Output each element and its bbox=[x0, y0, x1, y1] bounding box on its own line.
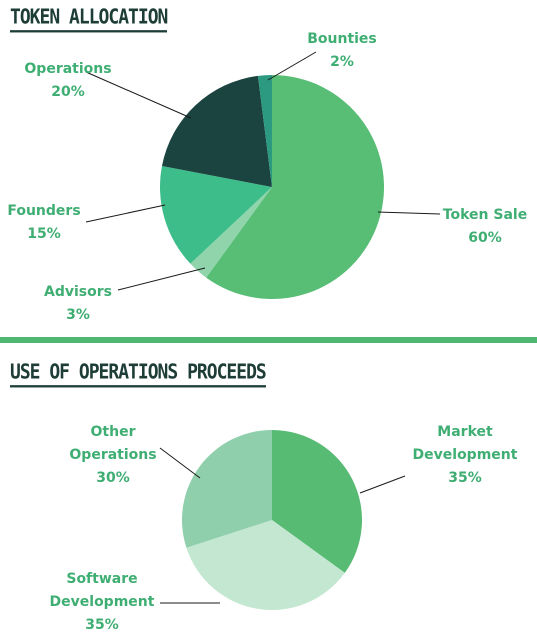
pie-slice-market-development bbox=[272, 430, 362, 573]
label-software-development: Software Development bbox=[50, 571, 155, 610]
chart-title: TOKEN ALLOCATION bbox=[10, 5, 168, 33]
label-advisors: Advisors bbox=[44, 284, 112, 300]
value-token-sale: 60% bbox=[468, 230, 502, 246]
label-other-operations: Other Operations bbox=[69, 424, 156, 463]
value-operations: 20% bbox=[51, 84, 85, 100]
value-advisors: 3% bbox=[66, 307, 90, 323]
value-bounties: 2% bbox=[330, 54, 354, 70]
value-market-development: 35% bbox=[448, 470, 482, 486]
pie-slice-operations bbox=[161, 75, 272, 187]
leader-line-advisors bbox=[117, 267, 206, 291]
leader-line-market-development bbox=[359, 475, 406, 494]
pie-slice-bounties bbox=[257, 75, 272, 187]
value-other-operations: 30% bbox=[96, 470, 130, 486]
value-software-development: 35% bbox=[85, 617, 119, 633]
pie-slice-founders bbox=[159, 166, 272, 264]
leader-line-token-sale bbox=[377, 211, 441, 215]
value-founders: 15% bbox=[27, 226, 61, 242]
chart-title: USE OF OPERATIONS PROCEEDS bbox=[10, 360, 267, 388]
leader-line-founders bbox=[85, 204, 166, 223]
leader-line-other-operations bbox=[159, 447, 201, 479]
label-operations: Operations bbox=[24, 61, 111, 77]
label-bounties: Bounties bbox=[307, 31, 377, 47]
token-allocation-section: TOKEN ALLOCATION Bounties 2% Operations … bbox=[7, 5, 527, 323]
section-divider bbox=[0, 337, 537, 343]
pie-slice-advisors bbox=[190, 187, 272, 278]
pie-slice-software-development bbox=[186, 520, 345, 610]
label-founders: Founders bbox=[7, 203, 80, 219]
leader-line-bounties bbox=[267, 51, 317, 81]
pie-slice-other-operations bbox=[181, 430, 272, 548]
label-market-development-line1: Market Development bbox=[413, 424, 518, 463]
label-token-sale: Token Sale bbox=[443, 207, 527, 223]
operations-proceeds-section: USE OF OPERATIONS PROCEEDS Market Develop… bbox=[0, 343, 537, 639]
pie-slice-token-sale bbox=[206, 75, 385, 299]
token-allocation-pie-chart: Bounties 2% Operations 20% Founders 15% … bbox=[7, 31, 527, 323]
operations-proceeds-pie-chart: Market Development 35% Other Operations 30… bbox=[50, 424, 518, 633]
leader-line-operations bbox=[85, 71, 192, 119]
